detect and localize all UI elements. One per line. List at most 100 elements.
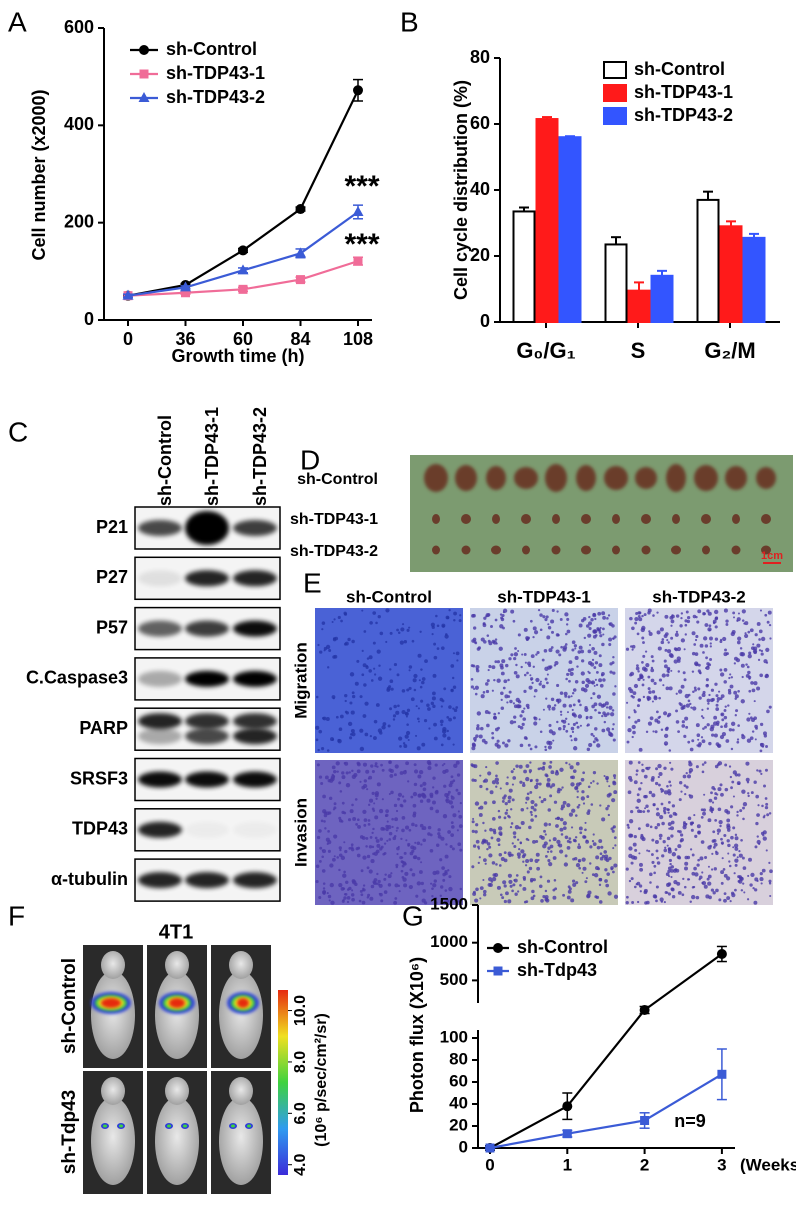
cell — [544, 889, 548, 893]
cell — [368, 655, 373, 660]
cell — [658, 833, 663, 838]
cell — [491, 876, 497, 882]
x-tick-label: 1 — [563, 1155, 572, 1174]
cell — [673, 659, 678, 664]
band — [185, 511, 229, 545]
cell — [582, 802, 586, 805]
cell — [631, 735, 634, 739]
cell — [742, 866, 747, 870]
cell — [566, 839, 570, 843]
cell — [542, 761, 546, 766]
cell — [321, 628, 324, 631]
cell — [429, 806, 434, 811]
cell — [473, 687, 476, 690]
cell — [543, 841, 548, 846]
cell — [580, 777, 585, 782]
cell — [639, 890, 642, 893]
cell — [544, 894, 549, 899]
y-tick-label: 60 — [470, 113, 490, 133]
cell — [708, 798, 713, 803]
cell — [651, 659, 655, 663]
cell — [381, 768, 385, 772]
cell — [533, 721, 538, 726]
cell — [546, 740, 551, 745]
panel-letter: C — [8, 416, 28, 447]
cell — [552, 895, 557, 900]
cell — [556, 816, 561, 821]
cell — [537, 767, 541, 771]
cell — [536, 650, 540, 655]
band — [138, 520, 182, 536]
cell — [359, 889, 363, 893]
row-label: Invasion — [291, 798, 310, 867]
cell — [501, 799, 505, 803]
cell — [723, 898, 727, 903]
cell — [675, 630, 679, 634]
cell — [496, 678, 501, 683]
cell — [403, 744, 408, 749]
cell — [613, 635, 617, 639]
cell — [565, 623, 569, 626]
cell — [675, 614, 680, 618]
cell — [360, 893, 364, 897]
cell — [765, 661, 769, 664]
cell — [555, 649, 560, 654]
cell — [491, 736, 495, 740]
cell — [587, 680, 592, 685]
cell — [452, 779, 456, 783]
cell — [599, 852, 603, 856]
cell — [667, 866, 672, 871]
cell — [769, 869, 773, 874]
cell — [683, 734, 687, 738]
cell — [634, 616, 639, 622]
cell — [641, 837, 646, 842]
mouse-head — [165, 1077, 189, 1105]
cell — [630, 861, 634, 865]
cell — [393, 900, 398, 905]
tumor — [455, 465, 477, 491]
cell — [427, 766, 432, 771]
cell — [482, 780, 486, 783]
cell — [555, 769, 559, 773]
cell — [581, 680, 585, 685]
cell — [497, 843, 501, 847]
cell — [391, 817, 394, 821]
cell — [498, 815, 502, 819]
cell — [556, 720, 559, 724]
cell — [723, 833, 727, 838]
cell — [734, 863, 738, 867]
cell — [719, 672, 725, 677]
cell — [470, 678, 474, 681]
cell — [717, 787, 722, 792]
cell — [326, 749, 330, 752]
cell — [453, 619, 456, 622]
cell — [725, 623, 729, 626]
cell — [706, 707, 710, 710]
cell — [758, 842, 761, 845]
cell — [499, 624, 504, 629]
cell — [649, 881, 652, 884]
cell — [762, 836, 767, 841]
cell — [650, 655, 654, 659]
cell — [475, 887, 479, 892]
cell — [322, 849, 327, 854]
cell — [341, 771, 345, 775]
transwell-image — [315, 608, 463, 753]
cell — [366, 788, 369, 791]
cell — [668, 780, 672, 784]
cell — [759, 609, 763, 612]
cell — [511, 798, 515, 802]
cell — [449, 844, 453, 849]
cell — [357, 762, 361, 767]
cell — [315, 725, 320, 730]
cell — [534, 814, 538, 818]
cell — [508, 815, 511, 819]
cell — [649, 872, 653, 877]
cell — [406, 723, 409, 726]
cell — [552, 739, 555, 742]
cell — [672, 811, 677, 816]
cell — [643, 613, 647, 617]
cell — [390, 790, 394, 795]
cell — [626, 740, 630, 744]
cell — [592, 612, 596, 617]
